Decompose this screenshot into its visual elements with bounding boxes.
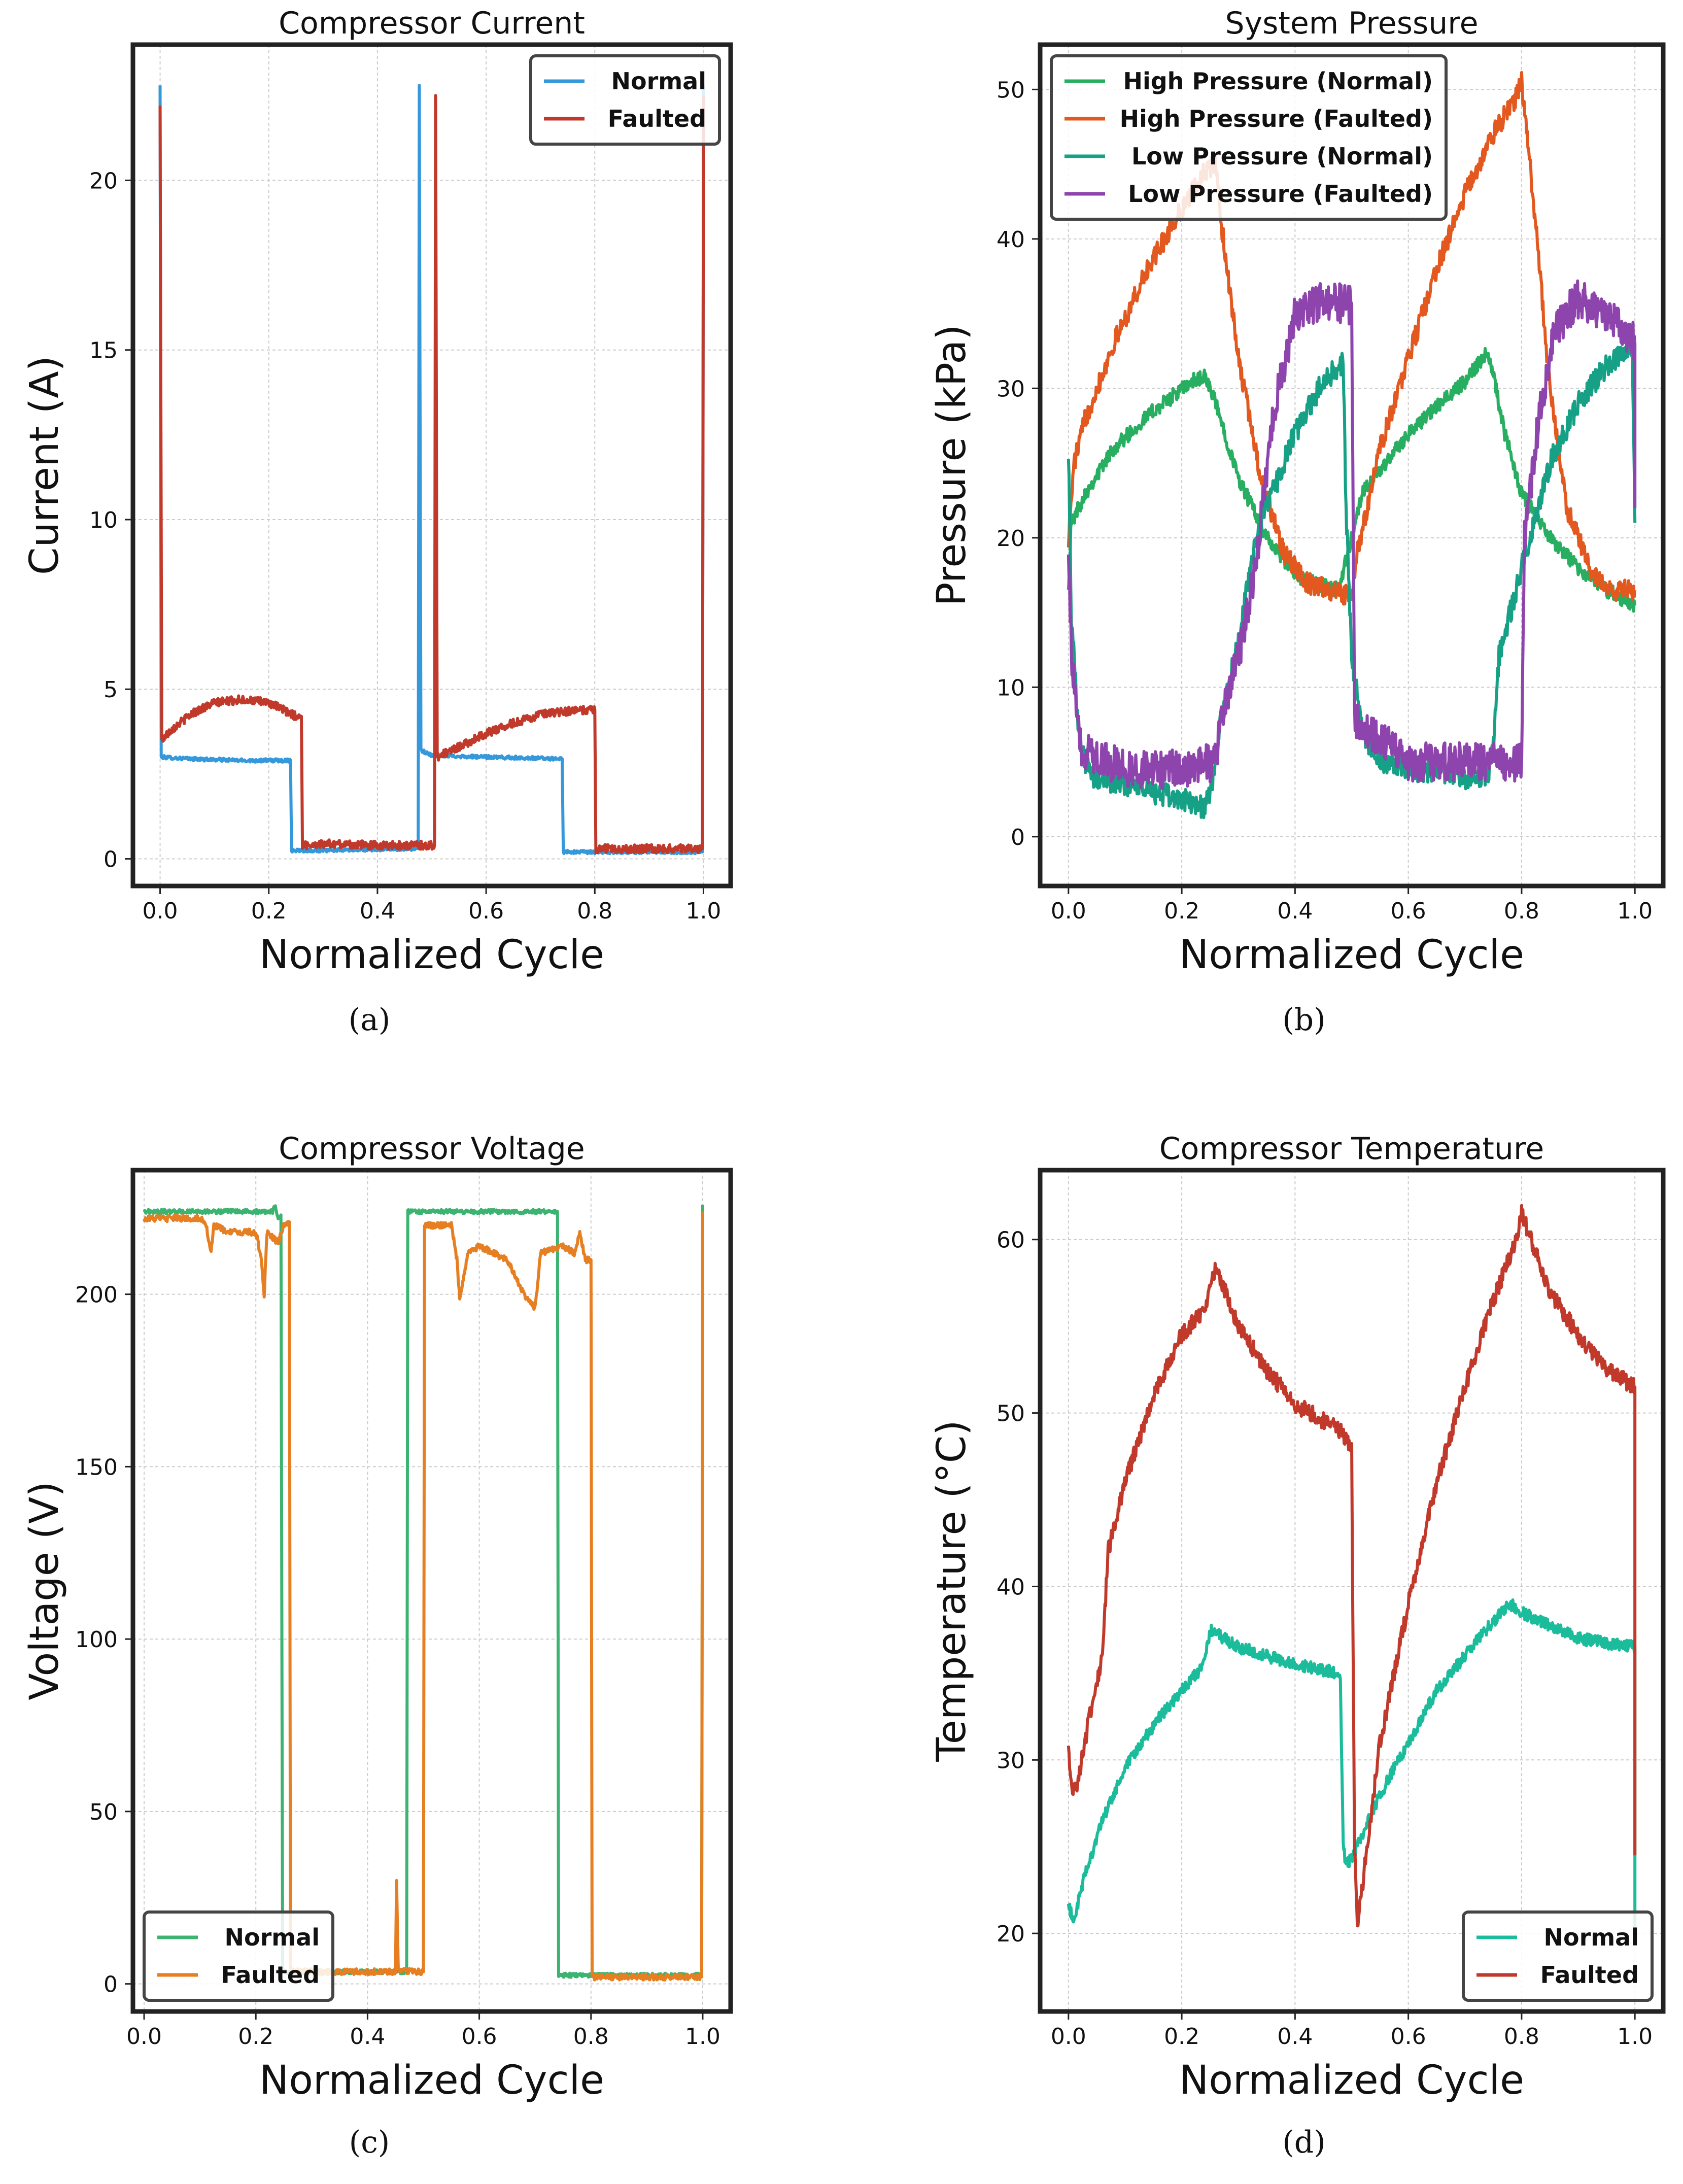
y-axis-label: Current (A) <box>22 356 67 575</box>
y-tick-label: 5 <box>104 677 118 703</box>
y-tick-label: 20 <box>89 168 118 194</box>
legend-box <box>529 54 721 146</box>
series-line-faulted <box>158 94 705 855</box>
chart-title: Compressor Current <box>279 6 585 41</box>
y-tick-label: 0 <box>104 847 118 873</box>
legend-label: Faulted <box>608 105 706 132</box>
y-tick-label: 15 <box>89 338 118 364</box>
series-group <box>158 84 705 856</box>
series-line-normal <box>158 84 705 856</box>
y-tick-label: 10 <box>89 507 118 533</box>
x-tick-label: 0.0 <box>143 898 178 924</box>
legend: Normal Faulted <box>529 54 721 146</box>
x-tick-label: 0.4 <box>360 898 395 924</box>
plot-frame <box>130 42 733 889</box>
legend-label: Normal <box>611 67 706 95</box>
chart-a: 0.0 0.2 0.4 0.6 0.8 1.0 0 5 10 15 20 Compressor Cur… <box>22 6 733 1038</box>
x-tick-label: 1.0 <box>685 898 721 924</box>
x-tick-label: 0.8 <box>577 898 612 924</box>
panel-caption: (a) <box>349 1002 391 1038</box>
x-tick-label: 0.6 <box>468 898 504 924</box>
x-tick-label: 0.2 <box>251 898 287 924</box>
x-axis-label: Normalized Cycle <box>259 932 604 978</box>
